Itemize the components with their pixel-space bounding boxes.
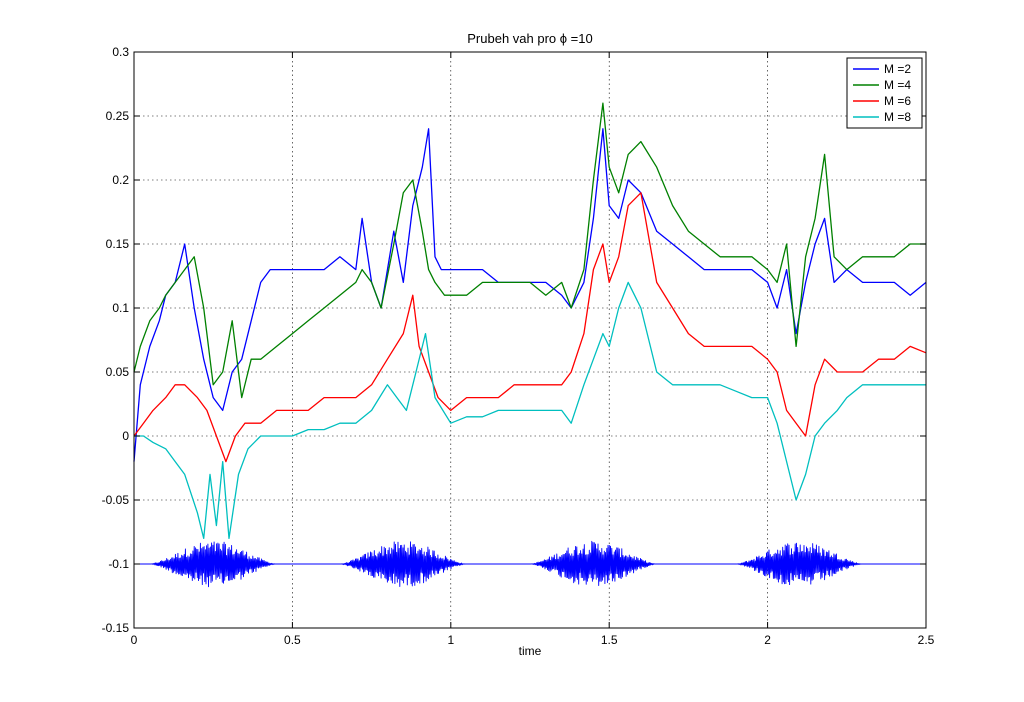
y-tick-label: 0.05 (106, 365, 130, 379)
y-tick-label: 0.1 (112, 301, 129, 315)
y-tick-label: 0.25 (106, 109, 130, 123)
x-tick-label: 0.5 (284, 633, 301, 647)
x-tick-label: 1.5 (601, 633, 618, 647)
x-tick-label: 2.5 (918, 633, 935, 647)
series-line (133, 102, 926, 399)
y-tick-label: 0.15 (106, 237, 130, 251)
x-tick-label: 1 (447, 633, 454, 647)
series-line (133, 192, 927, 463)
series-layer (133, 102, 927, 588)
axis-ticks: 0 0.5 1 1.5 2 2.5 -0.15 -0.1 -0.05 0 0.05 0.1 0.15 0.… (102, 45, 935, 647)
y-tick-label: -0.1 (108, 557, 129, 571)
series-line (133, 128, 927, 462)
legend: M =2 M =4 M =6 M =8 (846, 57, 923, 129)
y-tick-label: -0.05 (102, 493, 130, 507)
legend-label: M =4 (884, 78, 911, 92)
x-axis-label: time (519, 644, 542, 658)
y-tick-label: 0.3 (112, 45, 129, 59)
x-tick-label: 2 (764, 633, 771, 647)
y-tick-label: 0.2 (112, 173, 129, 187)
axes-border (133, 51, 927, 629)
y-tick-label: -0.15 (102, 621, 130, 635)
x-tick-label: 0 (131, 633, 138, 647)
chart-title: Prubeh vah pro ϕ =10 (467, 31, 592, 46)
series-line (134, 281, 926, 540)
legend-label: M =2 (884, 62, 911, 76)
legend-label: M =8 (884, 110, 911, 124)
plot-area (134, 52, 926, 628)
series-line (134, 540, 926, 588)
y-tick-label: 0 (122, 429, 129, 443)
legend-label: M =6 (884, 94, 911, 108)
